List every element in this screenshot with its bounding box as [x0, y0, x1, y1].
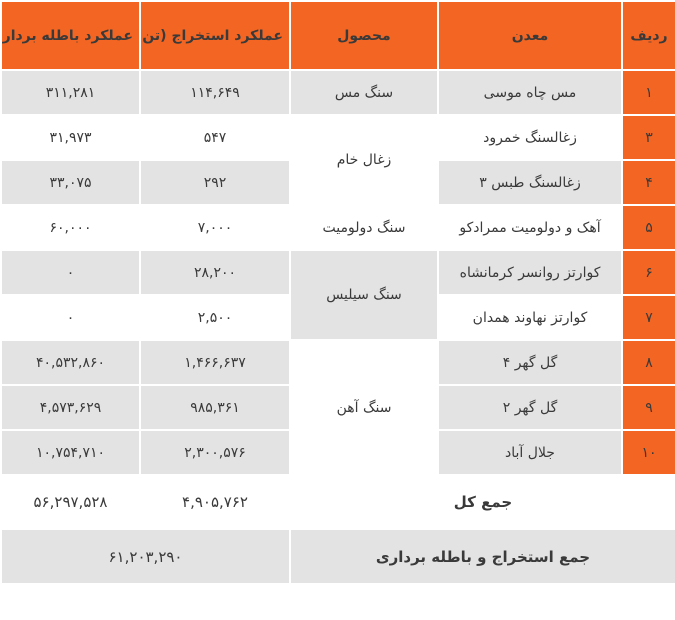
product-cell: زغال خام: [289, 114, 439, 206]
mine-name: زغالسنگ طبس ۳: [437, 159, 623, 206]
mine-name: کوارتز روانسر کرمانشاه: [437, 249, 623, 296]
total-stripping: ۵۶,۲۹۷,۵۲۸: [0, 474, 141, 530]
extraction-value: ۲,۵۰۰: [139, 294, 291, 341]
stripping-value: ۳۱۱,۲۸۱: [0, 69, 141, 116]
table-row: ۸ گل گهر ۴ سنگ آهن ۱,۴۶۶,۶۳۷ ۴۰,۵۳۲,۸۶۰: [0, 339, 675, 476]
row-index: ۴: [621, 159, 675, 206]
table-row: ۶ کوارتز روانسر کرمانشاه سنگ سیلیس ۲۸,۲۰…: [0, 249, 675, 341]
mine-name: جلال آباد: [437, 429, 623, 476]
stripping-value: ۱۰,۷۵۴,۷۱۰: [0, 429, 141, 476]
mine-name: کوارتز نهاوند همدان: [437, 294, 623, 341]
stripping-value: ۳۳,۰۷۵: [0, 159, 141, 206]
stripping-value: ۶۰,۰۰۰: [0, 204, 141, 251]
row-index: ۳: [621, 114, 675, 161]
row-index: ۱۰: [621, 429, 675, 476]
row-index: ۱: [621, 69, 675, 116]
stripping-value: ۴,۵۷۳,۶۲۹: [0, 384, 141, 431]
table-row: ۱۰ جلال آباد ۲,۳۰۰,۵۷۶ ۱۰,۷۵۴,۷۱۰: [0, 429, 675, 476]
table-row: ۵ آهک و دولومیت ممرادکو سنگ دولومیت ۷,۰۰…: [0, 204, 675, 251]
extraction-value: ۲۸,۲۰۰: [139, 249, 291, 296]
product-cell: سنگ آهن: [289, 339, 439, 476]
grand-total-label: جمع استخراج و باطله برداری: [289, 528, 675, 585]
table-row: ۱ مس چاه موسی سنگ مس ۱۱۴,۶۴۹ ۳۱۱,۲۸۱: [0, 69, 675, 116]
extraction-value: ۲۹۲: [139, 159, 291, 206]
table-row: ۳ زغالسنگ خمرود زغال خام ۵۴۷ ۳۱,۹۷۳: [0, 114, 675, 206]
header-madan: معدن: [437, 0, 623, 71]
header-bateleh: عملکرد باطله برداری (تن): [0, 0, 141, 71]
mine-name: زغالسنگ خمرود: [437, 114, 623, 161]
stripping-value: ۴۰,۵۳۲,۸۶۰: [0, 339, 141, 386]
row-index: ۶: [621, 249, 675, 296]
header-estekhraj: عملکرد استخراج (تن): [139, 0, 291, 71]
header-radif: ردیف: [621, 0, 675, 71]
total-label: جمع کل: [289, 474, 675, 530]
header-row: ردیف معدن محصول عملکرد استخراج (تن) عملک…: [0, 0, 675, 71]
product-cell: سنگ دولومیت: [289, 204, 439, 251]
total-row: جمع کل ۴,۹۰۵,۷۶۲ ۵۶,۲۹۷,۵۲۸: [0, 474, 675, 530]
row-index: ۷: [621, 294, 675, 341]
extraction-value: ۹۸۵,۳۶۱: [139, 384, 291, 431]
row-index: ۵: [621, 204, 675, 251]
product-cell: سنگ سیلیس: [289, 249, 439, 341]
mine-name: گل گهر ۲: [437, 384, 623, 431]
table-row: ۴ زغالسنگ طبس ۳ ۲۹۲ ۳۳,۰۷۵: [0, 159, 675, 206]
table-row: ۹ گل گهر ۲ ۹۸۵,۳۶۱ ۴,۵۷۳,۶۲۹: [0, 384, 675, 431]
grand-total-value: ۶۱,۲۰۳,۲۹۰: [0, 528, 291, 585]
row-index: ۸: [621, 339, 675, 386]
header-mahsool: محصول: [289, 0, 439, 71]
mine-name: مس چاه موسی: [437, 69, 623, 116]
table-row: ۷ کوارتز نهاوند همدان ۲,۵۰۰ ۰: [0, 294, 675, 341]
extraction-value: ۷,۰۰۰: [139, 204, 291, 251]
row-index: ۹: [621, 384, 675, 431]
stripping-value: ۳۱,۹۷۳: [0, 114, 141, 161]
extraction-value: ۲,۳۰۰,۵۷۶: [139, 429, 291, 476]
total-extraction: ۴,۹۰۵,۷۶۲: [139, 474, 291, 530]
mine-name: گل گهر ۴: [437, 339, 623, 386]
extraction-value: ۵۴۷: [139, 114, 291, 161]
stripping-value: ۰: [0, 249, 141, 296]
grand-total-row: جمع استخراج و باطله برداری ۶۱,۲۰۳,۲۹۰: [0, 528, 675, 585]
product-cell: سنگ مس: [289, 69, 439, 116]
mine-name: آهک و دولومیت ممرادکو: [437, 204, 623, 251]
stripping-value: ۰: [0, 294, 141, 341]
mining-performance-table: ردیف معدن محصول عملکرد استخراج (تن) عملک…: [0, 0, 675, 585]
extraction-value: ۱,۴۶۶,۶۳۷: [139, 339, 291, 386]
extraction-value: ۱۱۴,۶۴۹: [139, 69, 291, 116]
